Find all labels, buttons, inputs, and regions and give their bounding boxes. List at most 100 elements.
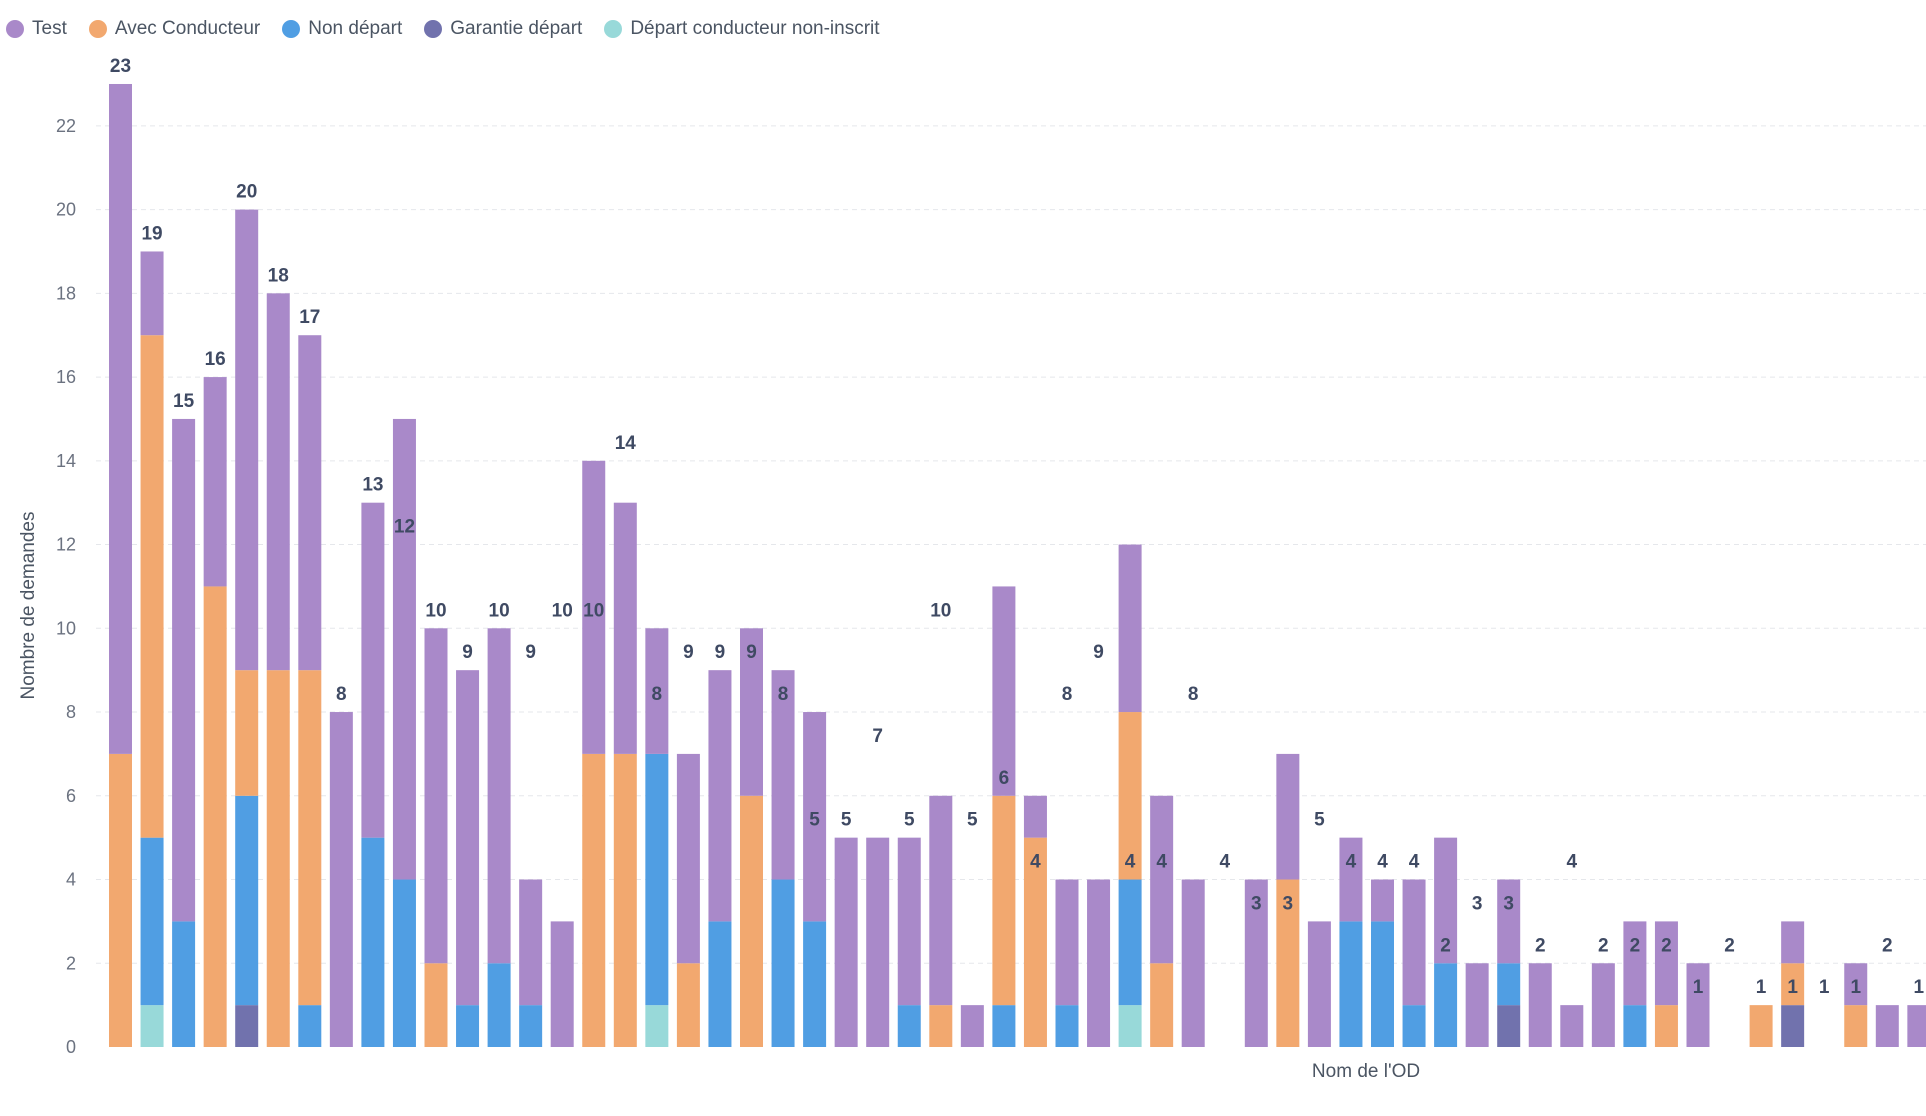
bar-total-label: 8 <box>1188 684 1199 705</box>
bar-stack <box>1528 963 1552 1047</box>
bar-total-label: 3 <box>1503 893 1514 914</box>
bar-stack <box>897 837 921 1047</box>
bar-segment-non-depart <box>803 921 827 1047</box>
bar-total-label: 4 <box>1377 852 1388 873</box>
bar-segment-garantie-depart <box>1781 1005 1805 1047</box>
bar-segment-test <box>329 712 353 1047</box>
legend-label: Test <box>32 18 67 39</box>
x-axis-title: Nom de l'OD <box>1312 1061 1420 1082</box>
legend-swatch <box>88 20 107 38</box>
bar-stack <box>1402 879 1426 1047</box>
bar-stack <box>771 670 795 1047</box>
bar-segment-test <box>1560 1005 1584 1047</box>
bar-segment-test <box>298 335 322 671</box>
bar-total-label: 4 <box>1409 852 1420 873</box>
bar-total-label: 3 <box>1472 893 1483 914</box>
bar-segment-non-depart <box>771 879 795 1047</box>
bar-total-label: 20 <box>236 182 257 203</box>
bar-segment-test <box>708 670 732 922</box>
bar-stack <box>519 879 543 1047</box>
bar-stack <box>676 753 700 1047</box>
bar-stack <box>361 502 385 1047</box>
bar-total-label: 4 <box>1346 852 1357 873</box>
bar-total-label: 5 <box>841 810 852 831</box>
bar-segment-test <box>676 753 700 964</box>
bar-stack <box>1686 963 1710 1047</box>
y-tick-label: 18 <box>56 283 76 303</box>
bar-total-label: 5 <box>1314 810 1325 831</box>
bar-segment-test <box>992 586 1016 796</box>
bar-segment-test <box>960 1005 984 1047</box>
bar-segment-avec-conducteur <box>676 963 700 1047</box>
bar-stack <box>1181 879 1205 1047</box>
bar-segment-test <box>771 670 795 880</box>
y-tick-label: 2 <box>66 953 76 973</box>
bar-stack <box>960 1005 984 1047</box>
bar-stack <box>1150 795 1174 1047</box>
bar-segment-avec-conducteur <box>1118 712 1142 880</box>
y-tick-label: 16 <box>56 367 76 387</box>
bar-segment-test <box>1844 963 1868 1006</box>
bar-total-label: 1 <box>1819 977 1830 998</box>
legend-item-test[interactable]: Test <box>6 18 67 40</box>
legend-label: Avec Conducteur <box>114 18 261 39</box>
bar-segment-test <box>392 418 416 880</box>
bar-total-label: 2 <box>1630 935 1641 956</box>
bar-total-label: 2 <box>1661 935 1672 956</box>
y-tick-label: 6 <box>66 786 76 806</box>
bar-stack <box>172 418 196 1047</box>
bar-segment-avec-conducteur <box>1749 1005 1773 1047</box>
bar-stack <box>1591 963 1615 1047</box>
bar-total-label: 1 <box>1756 977 1767 998</box>
bar-segment-test <box>109 83 132 754</box>
bar-segment-non-depart <box>1339 921 1363 1047</box>
bar-segment-avec-conducteur <box>740 795 763 1047</box>
legend-item-avec-conducteur[interactable]: Avec Conducteur <box>88 18 261 40</box>
legend-item-depart-non-inscrit[interactable]: Départ conducteur non-inscrit <box>604 18 880 40</box>
bar-stack <box>1371 879 1394 1047</box>
bar-segment-test <box>929 795 953 1006</box>
bar-stack <box>140 251 164 1047</box>
bar-stack <box>1434 837 1458 1047</box>
legend-item-garantie-depart[interactable]: Garantie départ <box>424 18 582 40</box>
bar-segment-avec-conducteur <box>1023 837 1047 1047</box>
bar-stack <box>992 586 1016 1047</box>
bar-segment-test <box>582 460 606 754</box>
bar-segment-non-depart <box>140 837 164 1006</box>
bar-stack <box>203 377 227 1047</box>
bar-segment-test <box>1497 879 1521 964</box>
legend-swatch <box>424 20 443 38</box>
legend-swatch <box>282 20 301 38</box>
bar-stack <box>1465 963 1489 1047</box>
bar-stack <box>929 795 953 1047</box>
bar-segment-depart-non-inscrit <box>140 1005 164 1047</box>
legend: Test Avec Conducteur Non départ Garantie dé… <box>6 18 880 40</box>
bar-total-label: 4 <box>1567 852 1578 873</box>
bar-stack <box>109 83 132 1047</box>
bar-segment-avec-conducteur <box>109 753 132 1047</box>
y-tick-label: 10 <box>56 618 76 638</box>
bar-total-label: 4 <box>1125 852 1136 873</box>
bar-segment-test <box>361 502 385 838</box>
bar-stack <box>1118 544 1142 1047</box>
bar-segment-test <box>1055 879 1079 1006</box>
bar-stack <box>613 502 637 1047</box>
y-tick-label: 8 <box>66 702 76 722</box>
bar-segment-test <box>424 628 448 964</box>
bar-total-label: 12 <box>394 517 415 538</box>
bar-segment-test <box>203 377 227 587</box>
bar-segment-test <box>866 837 890 1047</box>
bar-segment-test <box>1118 544 1142 713</box>
y-tick-label: 0 <box>66 1037 76 1057</box>
bar-stack <box>740 628 763 1047</box>
bar-total-label: 5 <box>809 810 820 831</box>
bar-total-label: 9 <box>525 642 536 663</box>
bar-total-label: 1 <box>1693 977 1704 998</box>
bar-segment-test <box>1276 753 1300 880</box>
bar-segment-test <box>1087 879 1111 1047</box>
bar-segment-test <box>1907 1005 1926 1047</box>
bar-segment-test <box>1150 795 1174 964</box>
legend-item-non-depart[interactable]: Non départ <box>282 18 402 40</box>
bar-total-label: 2 <box>1724 935 1735 956</box>
bar-segment-avec-conducteur <box>235 670 259 796</box>
